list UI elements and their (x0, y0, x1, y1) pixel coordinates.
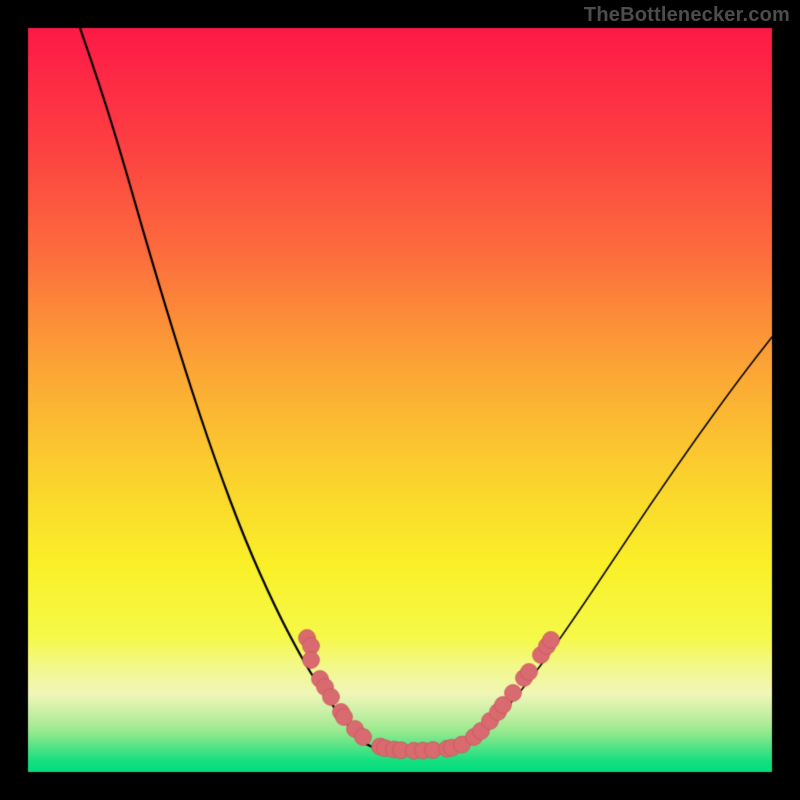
bottleneck-chart (0, 0, 800, 800)
watermark-label: TheBottlenecker.com (584, 4, 790, 27)
